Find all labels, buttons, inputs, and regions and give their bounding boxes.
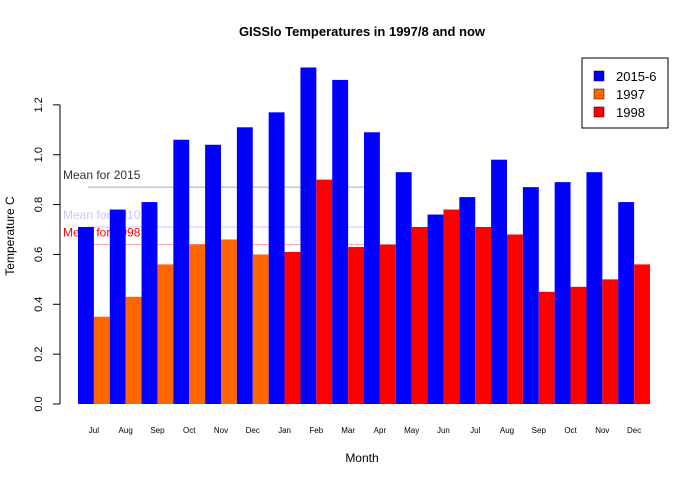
- bars: [78, 67, 650, 405]
- bar-1997: [125, 296, 142, 404]
- bar-2015-6: [332, 79, 349, 404]
- bar-2015-6: [554, 182, 571, 404]
- x-tick-label: May: [404, 426, 419, 435]
- x-tick-label: Dec: [627, 426, 641, 435]
- x-tick-label: Nov: [595, 426, 609, 435]
- legend: 2015-6 1997 1998: [581, 57, 669, 129]
- bar-1998: [379, 244, 396, 404]
- x-tick-label: Sep: [150, 426, 165, 435]
- legend-swatch: [593, 88, 605, 100]
- x-tick-label: Feb: [309, 426, 323, 435]
- bar-2015-6: [459, 197, 476, 404]
- bar-2015-6: [173, 139, 190, 404]
- x-tick-label: Apr: [374, 426, 387, 435]
- legend-swatch: [593, 70, 605, 82]
- x-tick-labels: Jul Aug Sep Oct Nov Dec Jan Feb Mar Apr May Jun Jul A…: [89, 426, 641, 435]
- bar-1997: [221, 239, 237, 404]
- bar-1998: [316, 179, 333, 404]
- bar-1998: [538, 291, 555, 404]
- y-axis-label: Temperature C: [3, 196, 17, 276]
- bar-2015-6: [364, 132, 380, 404]
- bar-2015-6: [78, 227, 94, 404]
- bar-2015-6: [522, 187, 539, 404]
- bar-2015-6: [268, 112, 285, 404]
- y-tick-label: 1.0: [33, 147, 45, 162]
- y-axis: 0.0 0.2 0.4 0.6 0.8 1.0 1.2: [33, 97, 61, 412]
- x-tick-label: Aug: [500, 426, 514, 435]
- bar-1998: [348, 246, 364, 404]
- x-tick-label: Sep: [532, 426, 547, 435]
- y-tick-label: 0.8: [33, 197, 45, 212]
- x-tick-label: Nov: [214, 426, 228, 435]
- bar-2015-6: [427, 214, 444, 404]
- bar-1998: [570, 286, 587, 404]
- mean-line-label: Mean for 1998: [63, 225, 141, 239]
- y-tick-label: 0.2: [33, 346, 45, 361]
- y-tick-label: 1.2: [33, 97, 45, 112]
- y-tick-label: 0.4: [33, 297, 45, 312]
- x-tick-label: Jan: [278, 426, 291, 435]
- bar-1997: [93, 316, 110, 404]
- chart-title: GISSlo Temperatures in 1997/8 and now: [239, 24, 486, 39]
- bar-2015-6: [300, 67, 317, 404]
- bar-1998: [602, 279, 619, 404]
- bar-2015-6: [395, 172, 412, 404]
- legend-label: 1998: [616, 105, 645, 120]
- bar-2015-6: [491, 159, 507, 404]
- bar-1997: [252, 254, 269, 404]
- mean-line-label: Mean for 2010: [63, 208, 141, 222]
- y-tick-label: 0.6: [33, 247, 45, 262]
- bar-2015-6: [205, 144, 221, 404]
- bar-2015-6: [141, 202, 158, 404]
- bar-1998: [411, 227, 428, 404]
- x-tick-label: Oct: [183, 426, 196, 435]
- bar-2015-6: [236, 127, 253, 405]
- x-tick-label: Jul: [470, 426, 480, 435]
- bar-2015-6: [109, 209, 126, 404]
- bar-1997: [157, 264, 174, 404]
- bar-1998: [443, 209, 460, 404]
- y-tick-label: 0.0: [33, 396, 45, 411]
- legend-swatch: [593, 106, 605, 118]
- legend-label: 2015-6: [616, 69, 656, 84]
- x-tick-label: Mar: [341, 426, 355, 435]
- x-tick-label: Aug: [119, 426, 133, 435]
- bar-2015-6: [618, 202, 635, 404]
- bar-2015-6: [586, 172, 603, 404]
- x-axis-label: Month: [345, 451, 378, 465]
- x-tick-label: Dec: [246, 426, 260, 435]
- mean-line-label: Mean for 2015: [63, 168, 141, 182]
- bar-1998: [475, 227, 492, 404]
- bar-1997: [189, 244, 206, 404]
- legend-label: 1997: [616, 87, 645, 102]
- bar-1998: [284, 251, 301, 404]
- x-tick-label: Jun: [437, 426, 450, 435]
- bar-1998: [634, 264, 650, 404]
- x-tick-label: Oct: [564, 426, 577, 435]
- bar-1998: [507, 234, 523, 404]
- x-tick-label: Jul: [89, 426, 99, 435]
